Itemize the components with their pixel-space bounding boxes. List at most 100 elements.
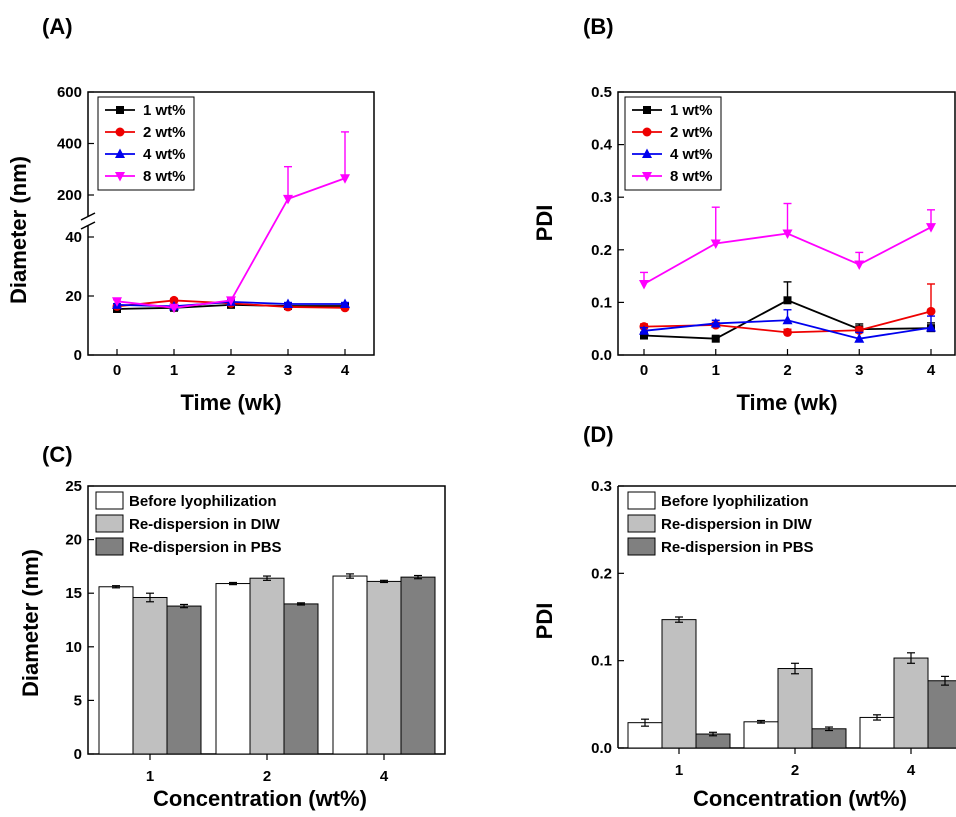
legend-swatch [95,514,124,533]
legend-marker [642,172,652,182]
legend-marker [642,127,652,137]
legend-label: Before lyophilization [129,493,277,510]
y-tick-label: 20 [65,532,82,549]
x-axis-title: Time (wk) [180,390,281,415]
legend-swatch [627,514,656,533]
bar [332,575,368,755]
legend-label: Before lyophilization [661,493,809,510]
legend: 1 wt% 2 wt% 4 wt% 8 wt% [97,96,195,191]
legend-swatch [627,491,656,510]
series-line [116,177,346,309]
legend-marker [116,106,124,114]
y-tick-label: 10 [65,639,82,656]
series-4wt [639,309,936,343]
y-tick-label: 0.2 [591,242,612,259]
legend-label: 8 wt% [670,168,713,185]
legend-marker [115,148,125,158]
data-point [711,334,720,343]
x-tick-label: 3 [284,362,292,379]
bar [132,596,168,755]
panel-d: (D) 0.0 0.1 0.2 0.3 1 2 4 Before lyophilization R… [532,422,956,811]
legend-swatch [627,537,656,556]
legend-label: 2 wt% [143,124,186,141]
panel-label: (B) [583,14,614,39]
y-tick-label: 0.1 [591,294,612,311]
legend: 1 wt% 2 wt% 4 wt% 8 wt% [624,96,722,191]
series-8wt [639,202,936,290]
legend-label: Re-dispersion in DIW [661,516,813,533]
panel-c: (C) 0 5 10 15 20 25 1 2 4 Before lyophilization Re-… [18,442,446,811]
x-axis-title: Concentration (wt%) [693,786,907,811]
y-axis-title: PDI [532,603,557,640]
data-point [926,322,936,332]
y-tick-label: 200 [57,187,82,204]
y-tick-label: 0.0 [591,347,612,364]
y-axis-title: PDI [532,205,557,242]
legend-label: Re-dispersion in PBS [661,539,814,556]
y-axis-title: Diameter (nm) [6,156,31,304]
x-tick-label: 2 [791,762,799,779]
x-tick-label: 4 [380,768,389,785]
y-tick-label: 15 [65,585,82,602]
y-tick-label: 0.5 [591,84,612,101]
y-tick-label: 0.3 [591,189,612,206]
data-point [782,229,793,239]
panel-a: (A) 0 20 40 200 400 600 0 1 2 3 4 1 wt% 2 wt% 4 wt% 8 w… [6,14,375,415]
bar [400,576,436,755]
panel-b: (B) 0.0 0.1 0.2 0.3 0.4 0.5 0 1 2 3 4 1 wt% 2 wt% 4 wt… [532,14,956,415]
bar [249,577,285,755]
bar [661,619,697,749]
bar [166,605,202,755]
plot-frame [617,91,956,356]
x-axis-title: Time (wk) [736,390,837,415]
bar [283,603,319,755]
legend-marker [115,127,125,137]
data-point [854,333,865,343]
legend-swatch [95,537,124,556]
legend: Before lyophilization Re-dispersion in DI… [95,491,282,556]
data-point [639,325,649,335]
y-tick-label: 600 [57,84,82,101]
data-point [926,223,936,233]
panel-label: (D) [583,422,614,447]
data-point [782,314,793,325]
x-tick-label: 0 [640,362,648,379]
legend: Before lyophilization Re-dispersion in DI… [627,491,814,556]
y-axis-title: Diameter (nm) [18,549,43,697]
data-point [169,295,179,305]
bar [366,580,402,755]
data-point [169,303,179,314]
data-point [283,298,293,308]
x-tick-label: 1 [675,762,683,779]
y-tick-label: 20 [65,288,82,305]
bar [893,657,929,749]
panel-label: (C) [42,442,73,467]
data-point [226,296,236,306]
legend-label: Re-dispersion in PBS [129,539,282,556]
legend-marker [115,172,125,182]
x-tick-label: 2 [227,362,235,379]
legend-label: 2 wt% [670,124,713,141]
bar [215,583,251,755]
y-tick-label: 0.1 [591,653,612,670]
bar [777,668,813,749]
data-point [783,296,792,305]
data-point [340,298,350,308]
y-tick-label: 0.0 [591,740,612,757]
data-point [854,260,865,271]
x-tick-label: 2 [783,362,791,379]
x-tick-label: 1 [170,362,178,379]
data-point [283,194,293,205]
y-tick-label: 0 [74,746,82,763]
legend-marker [642,148,652,158]
legend-label: 4 wt% [670,146,713,163]
legend-label: 1 wt% [143,102,186,119]
axis-break-mark [80,212,96,221]
axis-break-gap [82,216,94,226]
legend-label: 8 wt% [143,168,186,185]
data-point [710,239,721,249]
data-point [710,317,721,328]
bar [859,716,895,749]
x-tick-label: 4 [341,362,350,379]
